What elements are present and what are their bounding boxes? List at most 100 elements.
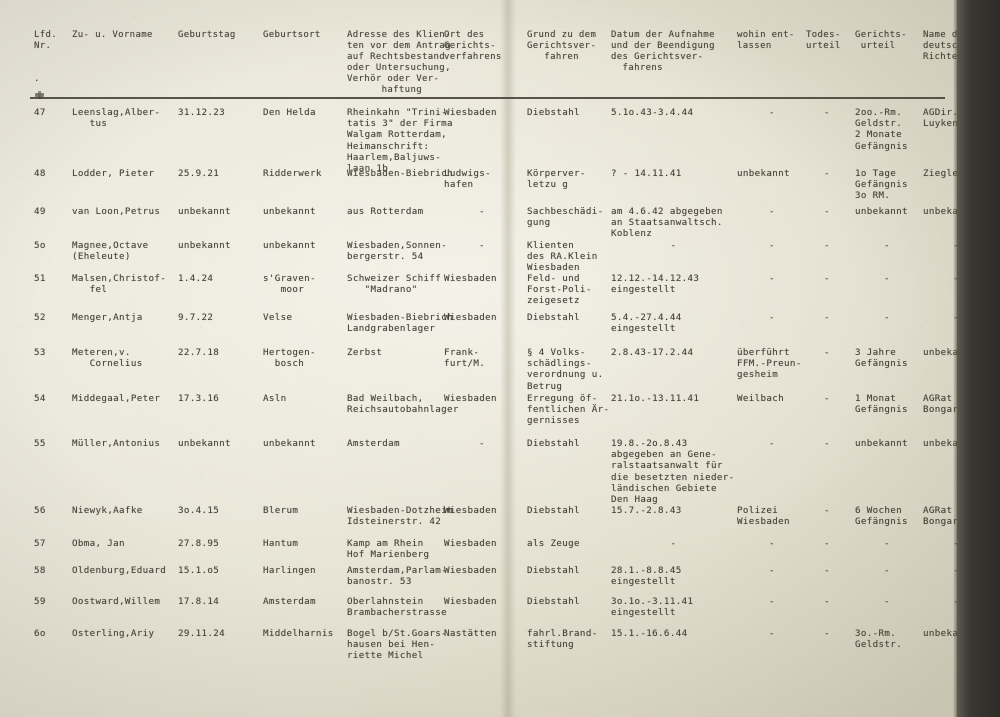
- cell-birthday: 31.12.23: [178, 107, 226, 118]
- column-header-dates: Datum der Aufnahme und der Beendigung de…: [611, 30, 715, 73]
- column-header-released_to: wohin ent- lassen: [737, 30, 795, 51]
- cell-birthday: 17.8.14: [178, 596, 220, 607]
- cell-reason: Erregung öf- fentlichen Är- gernisses: [527, 393, 610, 427]
- cell-death: -: [824, 628, 830, 639]
- paper-sheet: [0, 0, 957, 717]
- cell-reason: Diebstahl: [527, 565, 580, 576]
- cell-court_place: Wiesbaden: [444, 538, 497, 549]
- cell-nr: 51: [34, 273, 46, 284]
- cell-dates: 12.12.-14.12.43 eingestellt: [611, 273, 700, 296]
- cell-birthday: 27.8.95: [178, 538, 220, 549]
- cell-released_to: Weilbach: [737, 393, 785, 404]
- page-fold: [500, 0, 516, 717]
- cell-verdict: -: [884, 565, 890, 576]
- cell-reason: Klienten des RA.Klein Wiesbaden: [527, 240, 598, 274]
- cell-address: Bogel b/St.Goars- hausen bei Hen- riette…: [347, 628, 447, 662]
- cell-reason: Diebstahl: [527, 438, 580, 449]
- cell-reason: Feld- und Forst-Poli- zeigesetz: [527, 273, 592, 307]
- cell-birthplace: Asln: [263, 393, 287, 404]
- cell-birthday: unbekannt: [178, 438, 231, 449]
- cell-dates: 15.1.-16.6.44: [611, 628, 688, 639]
- cell-verdict: -: [884, 240, 890, 251]
- cell-dates: am 4.6.42 abgegeben an Staatsanwaltsch. …: [611, 206, 723, 240]
- cell-court_place: Wiesbaden: [444, 312, 497, 323]
- cell-verdict: unbekannt: [855, 438, 908, 449]
- cell-reason: fahrl.Brand- stiftung: [527, 628, 598, 651]
- cell-birthplace: s'Graven- moor: [263, 273, 316, 296]
- cell-birthplace: Blerum: [263, 505, 299, 516]
- cell-nr: 6o: [34, 628, 46, 639]
- cell-released_to: -: [769, 538, 775, 549]
- cell-name: Leenslag,Alber- tus: [72, 107, 161, 130]
- cell-released_to: -: [769, 628, 775, 639]
- cell-name: Menger,Antja: [72, 312, 143, 323]
- cell-death: -: [824, 312, 830, 323]
- cell-birthday: 1.4.24: [178, 273, 214, 284]
- cell-court_place: Wiesbaden: [444, 596, 497, 607]
- cell-death: -: [824, 438, 830, 449]
- cell-address: Oberlahnstein Brambacherstrasse: [347, 596, 447, 619]
- cell-judge: AGRat Bongardt: [923, 505, 971, 528]
- cell-birthplace: Velse: [263, 312, 293, 323]
- cell-dates: 5.4.-27.4.44 eingestellt: [611, 312, 682, 335]
- cell-judge: unbekannt: [923, 206, 976, 217]
- column-header-court_place: Ort des Gerichts- verfahrens: [444, 30, 502, 62]
- cell-birthplace: Hertogen- bosch: [263, 347, 316, 370]
- cell-nr: 53: [34, 347, 46, 358]
- cell-address: aus Rotterdam: [347, 206, 424, 217]
- cell-court_place: -: [479, 206, 485, 217]
- cell-name: Osterling,Ariy: [72, 628, 155, 639]
- cell-death: -: [824, 393, 830, 404]
- cell-reason: Diebstahl: [527, 596, 580, 607]
- cell-nr: 5o: [34, 240, 46, 251]
- cell-name: Malsen,Christof- fel: [72, 273, 167, 296]
- cell-death: -: [824, 347, 830, 358]
- cell-name: Niewyk,Aafke: [72, 505, 143, 516]
- cell-judge: unbekannt: [923, 628, 976, 639]
- cell-birthplace: unbekannt: [263, 206, 316, 217]
- cell-nr: 57: [34, 538, 46, 549]
- cell-name: Middegaal,Peter: [72, 393, 161, 404]
- cell-released_to: -: [769, 438, 775, 449]
- cell-birthplace: Middelharnis: [263, 628, 334, 639]
- cell-name: Magnee,Octave (Eheleute): [72, 240, 149, 263]
- cell-address: Zerbst: [347, 347, 383, 358]
- cell-nr: 59: [34, 596, 46, 607]
- cell-released_to: -: [769, 312, 775, 323]
- cell-court_place: Wiesbaden: [444, 273, 497, 284]
- cell-reason: Diebstahl: [527, 505, 580, 516]
- header-rule: [30, 97, 945, 99]
- cell-judge: unbekannt: [923, 347, 976, 358]
- cell-birthplace: Harlingen: [263, 565, 316, 576]
- column-header-verdict: Gerichts- urteil: [855, 30, 907, 51]
- cell-dates: 3o.1o.-3.11.41 eingestellt: [611, 596, 694, 619]
- cell-name: van Loon,Petrus: [72, 206, 161, 217]
- cell-address: Schweizer Schiff "Madrano": [347, 273, 442, 296]
- cell-nr: 47: [34, 107, 46, 118]
- cell-verdict: -: [884, 538, 890, 549]
- cell-court_place: -: [479, 438, 485, 449]
- column-header-address: Adresse des Klien- ten vor dem Antrag au…: [347, 30, 451, 95]
- column-header-name: Zu- u. Vorname: [72, 30, 153, 40]
- column-header-birthplace: Geburtsort: [263, 30, 321, 40]
- cell-nr: 52: [34, 312, 46, 323]
- cell-birthplace: unbekannt: [263, 240, 316, 251]
- cell-verdict: unbekannt: [855, 206, 908, 217]
- cell-name: Meteren,v. Cornelius: [72, 347, 143, 370]
- cell-dates: 5.1o.43-3.4.44: [611, 107, 694, 118]
- cell-death: -: [824, 596, 830, 607]
- cell-birthday: unbekannt: [178, 240, 231, 251]
- cell-dates: 2.8.43-17.2.44: [611, 347, 694, 358]
- cell-birthday: 22.7.18: [178, 347, 220, 358]
- cell-released_to: -: [769, 596, 775, 607]
- gutter-shadow: [953, 0, 958, 717]
- cell-name: Obma, Jan: [72, 538, 125, 549]
- cell-verdict: -: [884, 596, 890, 607]
- cell-address: Bad Weilbach, Reichsautobahnlager: [347, 393, 459, 416]
- cell-released_to: -: [769, 565, 775, 576]
- cell-birthday: 25.9.21: [178, 168, 220, 179]
- cell-nr: 49: [34, 206, 46, 217]
- cell-name: Lodder, Pieter: [72, 168, 155, 179]
- cell-dates: ? - 14.11.41: [611, 168, 682, 179]
